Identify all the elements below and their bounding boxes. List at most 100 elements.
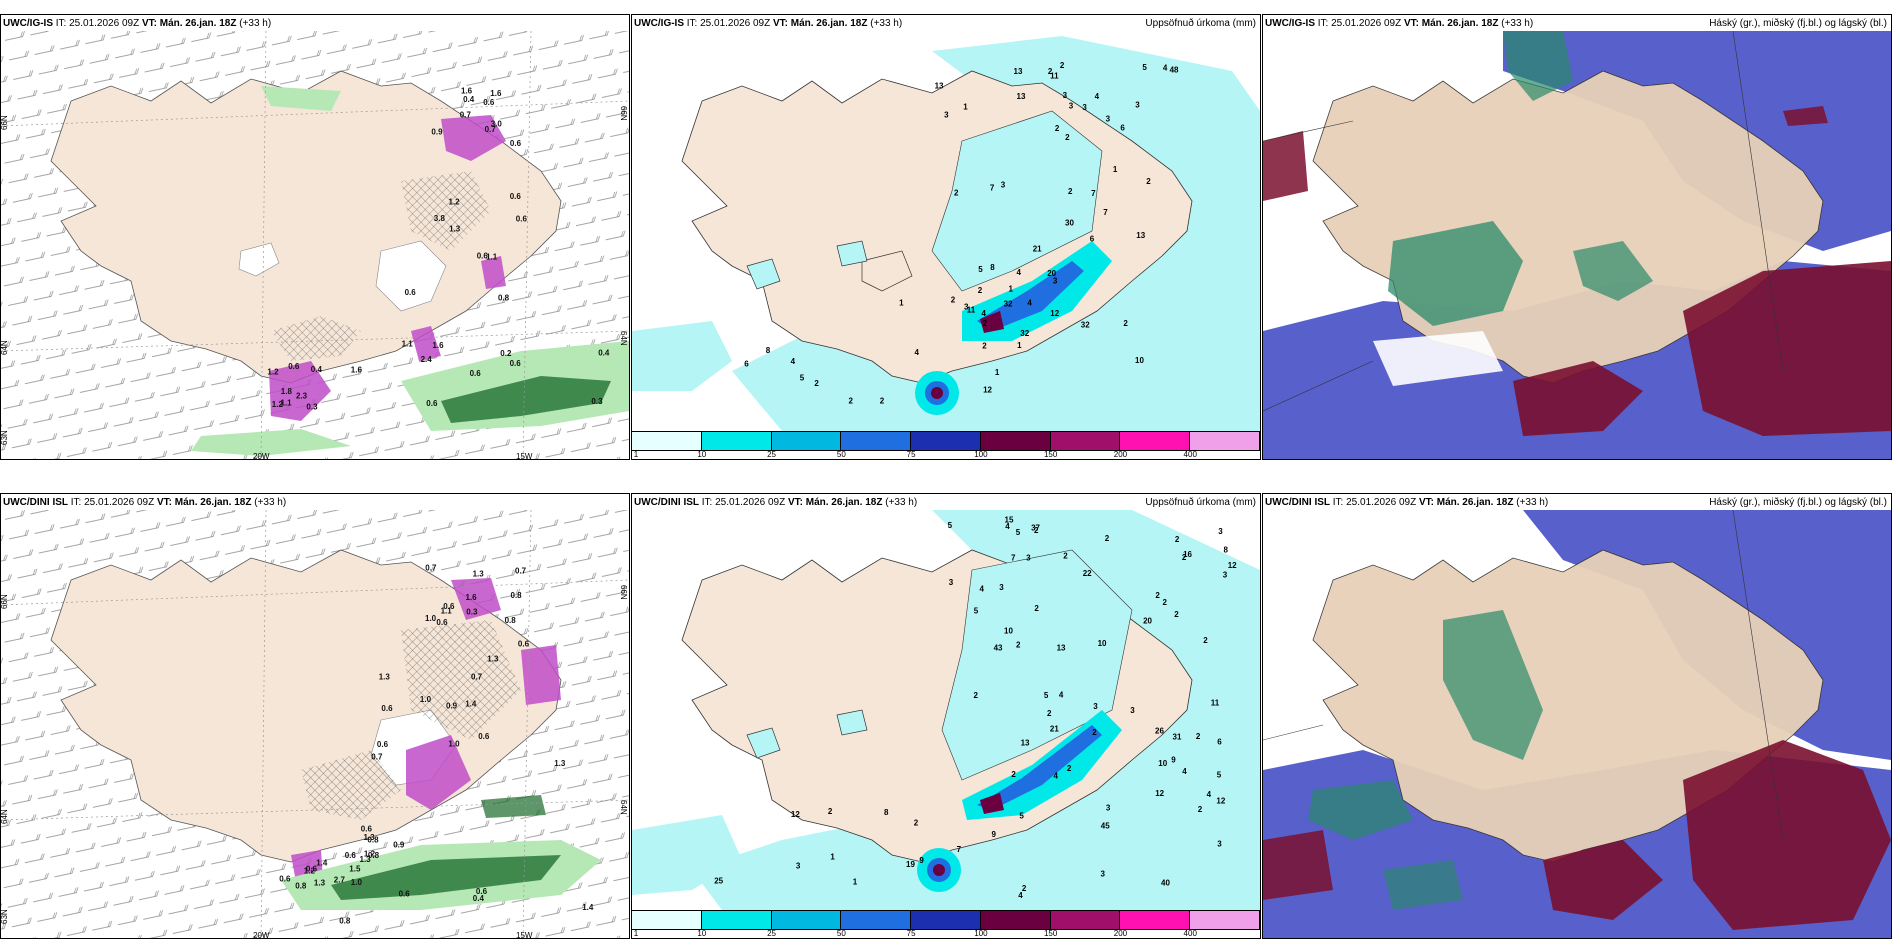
value-label: 0.6	[443, 602, 455, 611]
white-gap	[1373, 331, 1503, 386]
value-label: 1.6	[351, 366, 363, 375]
value-label: 2	[982, 342, 987, 351]
value-label: 9	[992, 830, 997, 839]
graticule-lon-2	[522, 31, 532, 459]
it-label: IT:	[686, 18, 698, 29]
value-label: 2	[914, 819, 919, 828]
colorbar-label: 400	[1183, 929, 1197, 938]
vt-value: Mán. 26.jan. 18Z	[1421, 18, 1499, 29]
colorbar-cell	[1120, 911, 1191, 929]
value-label: 1	[1017, 341, 1022, 350]
lat-label-64n: 64N	[1, 809, 9, 824]
value-label: 2	[974, 691, 979, 700]
value-label: 12	[983, 385, 992, 394]
value-label: 22	[1083, 569, 1092, 578]
value-label: 43	[994, 643, 1003, 652]
cloud-mid-green-3	[1383, 860, 1463, 910]
colorbar-cell	[632, 911, 702, 929]
graticule-lon-1	[260, 31, 267, 459]
value-label: 2	[828, 807, 833, 816]
cloud-high-west	[1263, 830, 1333, 900]
value-label: 0.7	[485, 125, 497, 134]
value-label: 0.2	[500, 349, 512, 358]
colorbar-cell	[841, 911, 912, 929]
glacier-outline-3	[836, 709, 868, 736]
value-label: 0.7	[371, 752, 383, 761]
value-label: 31	[1173, 732, 1182, 741]
value-label: 10	[1004, 626, 1013, 635]
it-value: 25.01.2026 09Z	[84, 497, 155, 508]
value-label: 7	[990, 183, 995, 192]
value-label: 3.0	[491, 119, 503, 128]
cloud-high-ne	[1783, 106, 1828, 126]
green-icing-2	[331, 855, 561, 900]
value-label: 3	[1217, 840, 1222, 849]
value-label: 3	[1063, 91, 1068, 100]
value-label: 1.3	[449, 225, 461, 234]
colorbar-label: 10	[697, 450, 707, 459]
value-label: 2	[1065, 133, 1070, 142]
value-label: 2	[1068, 187, 1073, 196]
colorbar-cell	[1190, 432, 1260, 450]
precip-on-land	[941, 549, 1133, 781]
it-label: IT:	[55, 18, 67, 29]
value-label: 1.2	[304, 866, 316, 875]
vt-label: VT:	[156, 497, 172, 508]
value-label: 4	[982, 309, 987, 318]
value-label: 6	[744, 359, 749, 368]
colorbar-label: 200	[1113, 929, 1128, 938]
value-label: 0.8	[368, 851, 380, 860]
value-label: 10	[1135, 356, 1144, 365]
precip-colorbar: 1 10 25 50 75 100 150 200 400	[632, 910, 1260, 938]
lead-time: (+33 h)	[254, 497, 287, 508]
value-label: 0.6	[279, 875, 291, 884]
value-label: 4	[1018, 891, 1023, 900]
value-label: 0.6	[381, 704, 393, 713]
panel-title-right: Uppsöfnuð úrkoma (mm)	[1145, 18, 1256, 29]
purple-icing-1	[451, 578, 501, 620]
hatch-area-1	[271, 316, 361, 361]
value-label: 8	[990, 263, 995, 272]
value-label: 37	[1031, 524, 1040, 533]
value-label: 1	[995, 368, 1000, 377]
value-label: 8	[766, 346, 771, 355]
value-label: 2	[1022, 884, 1027, 893]
value-label: 13	[1014, 67, 1023, 76]
purple-icing-2	[406, 735, 471, 810]
value-label: 13	[935, 82, 944, 91]
it-label: IT:	[1317, 18, 1329, 29]
value-label: 3	[999, 583, 1004, 592]
glacier-outline-2	[746, 258, 781, 290]
it-value: 25.01.2026 09Z	[69, 18, 140, 29]
model-name: UWC/DINI ISL	[3, 497, 68, 508]
model-name: UWC/IG-IS	[634, 18, 684, 29]
value-label: 2	[1105, 534, 1110, 543]
value-label: 12	[1216, 796, 1225, 805]
value-label: 1.4	[582, 903, 594, 912]
value-label: 0.8	[505, 616, 517, 625]
value-label: 30	[1065, 219, 1074, 228]
value-label: 2.4	[421, 355, 433, 364]
value-label: 4	[1095, 92, 1100, 101]
colorbar-cell	[911, 432, 981, 450]
value-label: 3	[944, 110, 949, 119]
value-label: 19	[906, 860, 915, 869]
value-label: 0.8	[339, 917, 351, 926]
value-label: 11	[1211, 699, 1220, 708]
graticule-lat-1	[1263, 724, 1324, 741]
value-label: 1.1	[281, 398, 293, 407]
colorbar-label: 400	[1183, 450, 1197, 459]
value-label: 3	[1101, 870, 1106, 879]
colorbar-label: 25	[767, 450, 776, 459]
value-label: 5	[1019, 812, 1024, 821]
value-label: 2	[1060, 61, 1065, 70]
value-label: 0.6	[510, 359, 522, 368]
value-label: 2	[1146, 177, 1151, 186]
graticule-lat-2	[1263, 360, 1374, 412]
value-label: 2	[1067, 764, 1072, 773]
panel-cloud-dini: UWC/DINI ISL IT: 25.01.2026 09Z VT: Mán.…	[1262, 493, 1892, 939]
colorbar-cells	[632, 910, 1260, 930]
cloud-high-east	[1683, 261, 1891, 436]
value-label: 4	[1207, 790, 1212, 799]
value-label: 45	[1101, 822, 1110, 831]
